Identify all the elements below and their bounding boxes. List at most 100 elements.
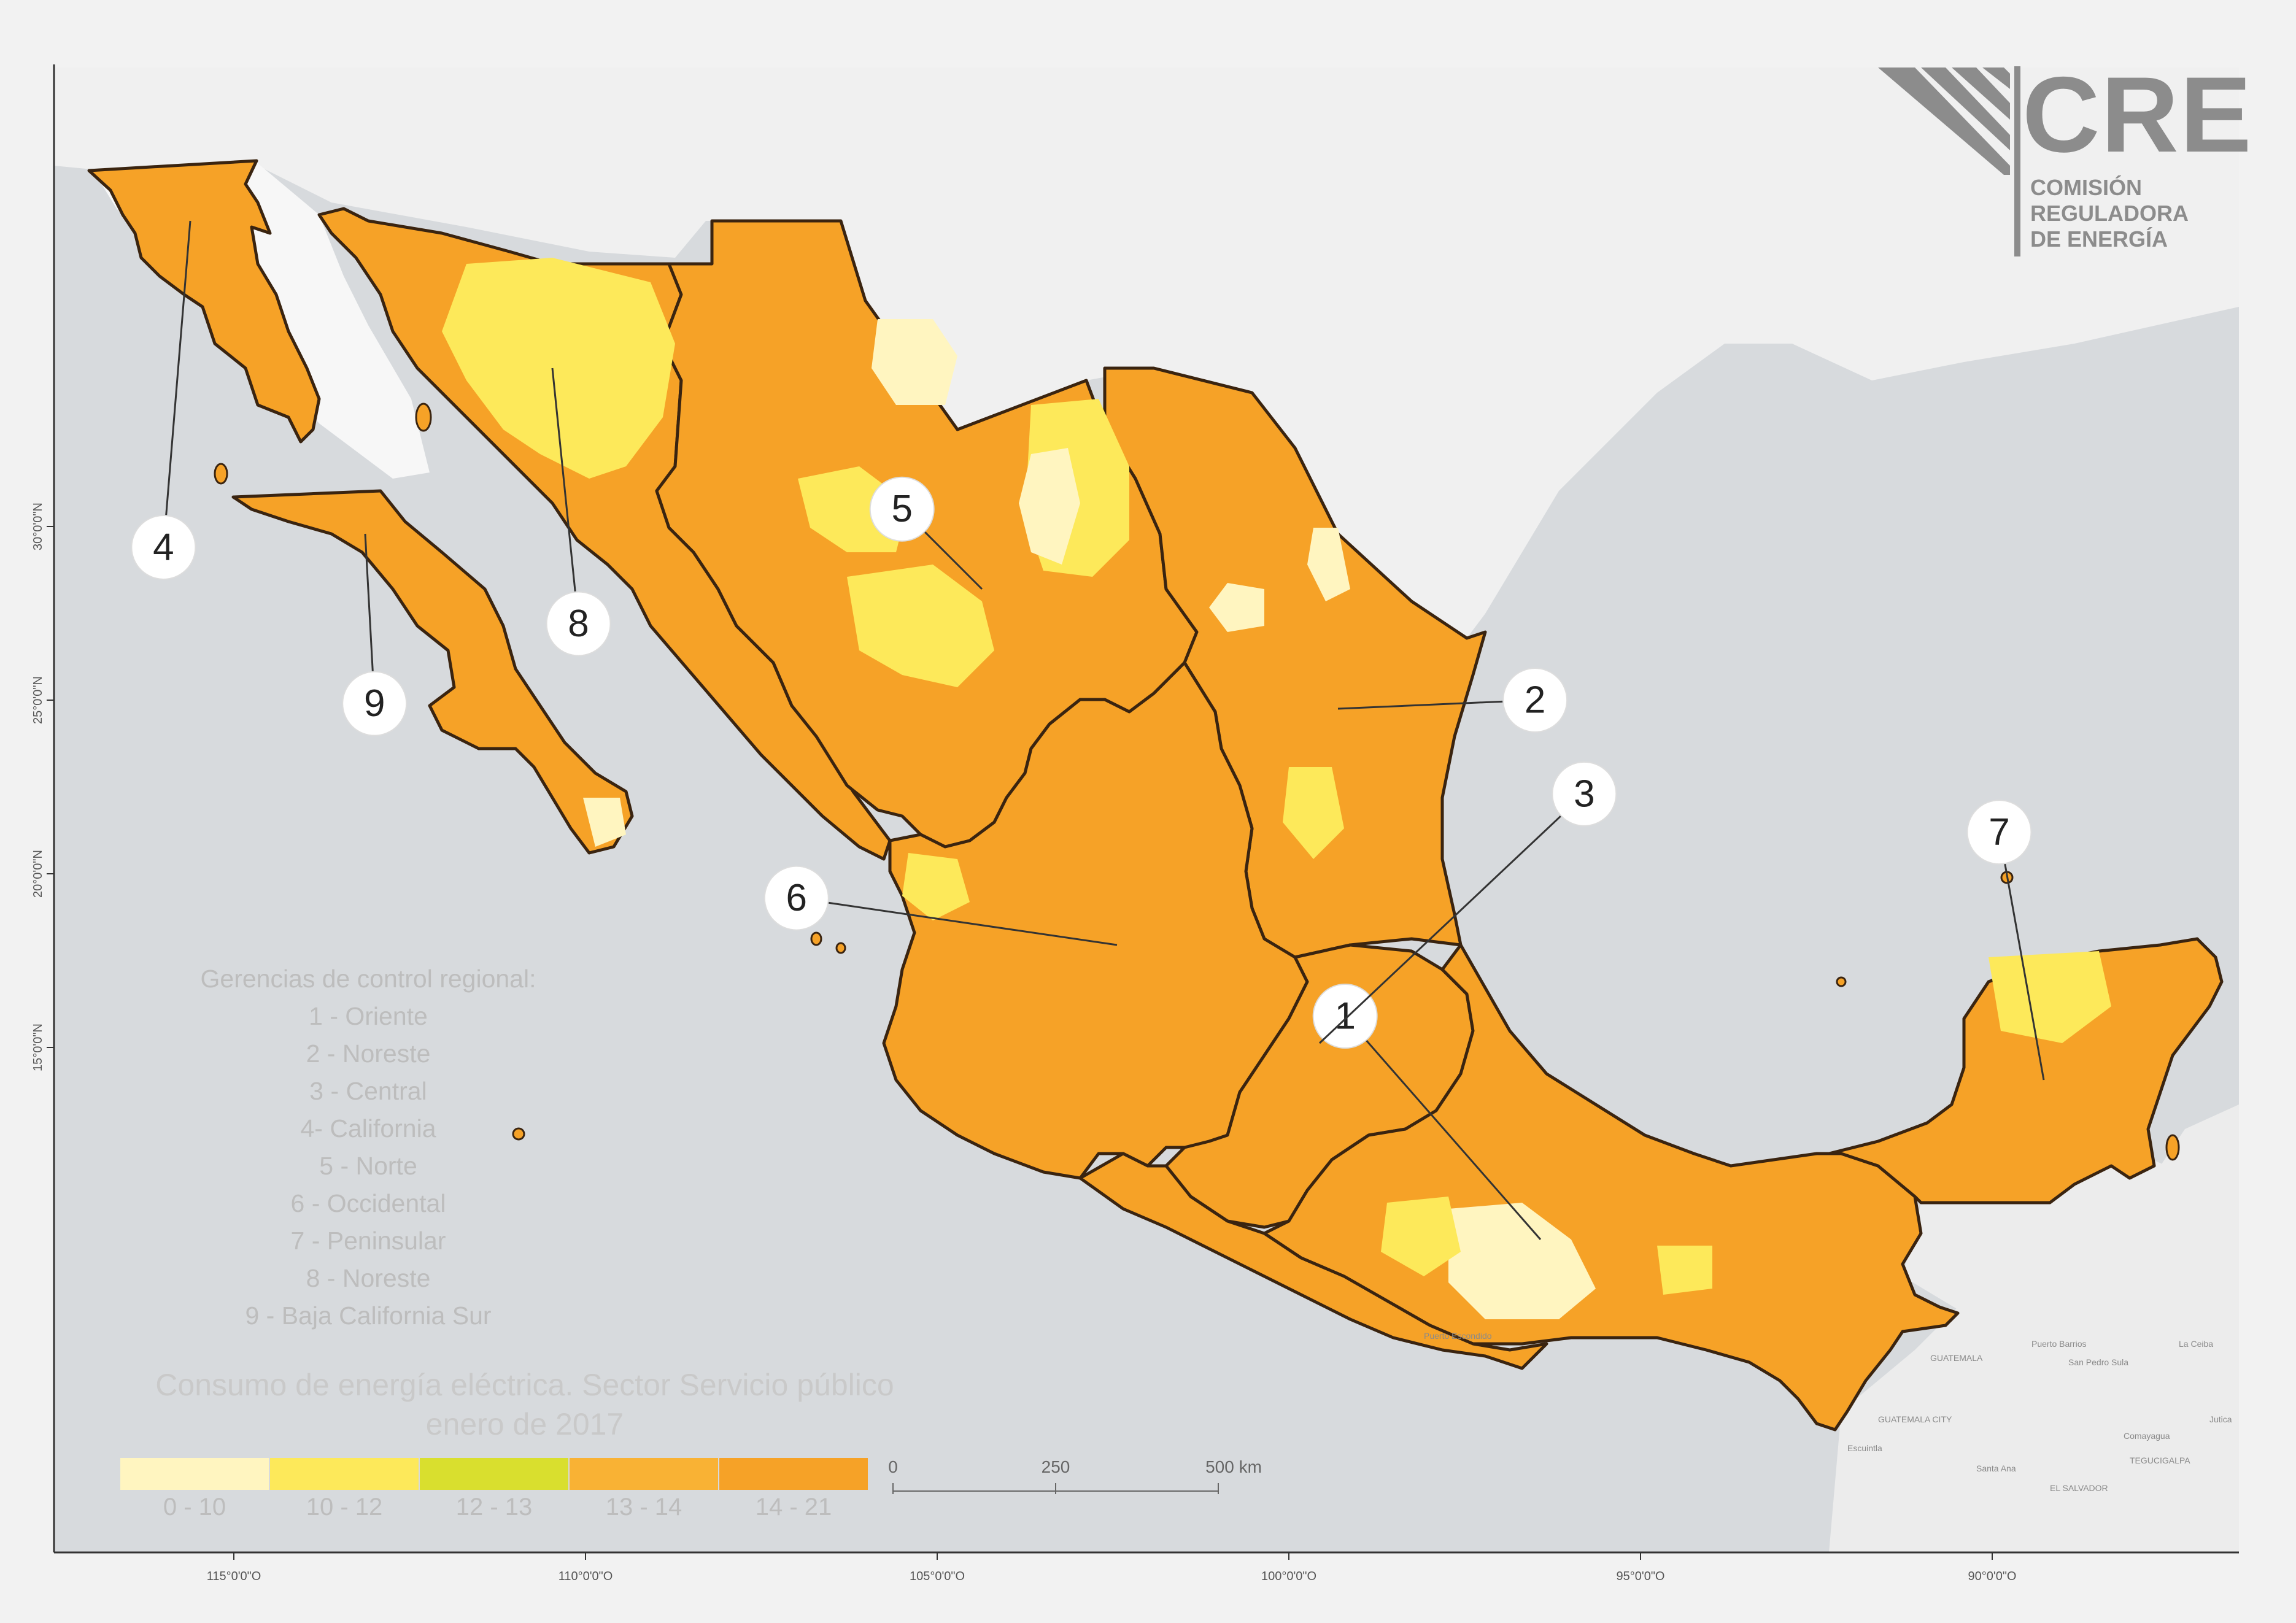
place-label: Santa Ana: [1976, 1463, 2016, 1473]
legend-swatch: [719, 1458, 868, 1490]
longitude-ticks: 115°0'0"O 110°0'0"O 105°0'0"O 100°0'0"O 95°0…: [207, 1552, 2017, 1583]
legend-class-label: 10 - 12: [306, 1494, 383, 1521]
zone-marker-number: 6: [786, 877, 807, 919]
patch-light: [1989, 951, 2111, 1043]
zone-marker-number: 3: [1574, 773, 1594, 815]
place-label: Jutica: [2209, 1414, 2232, 1424]
zone-leader-line: [1344, 1016, 1542, 1240]
region-1-oriente: [1262, 943, 1960, 1432]
legend-class-label: 14 - 21: [755, 1494, 832, 1521]
legend-swatch: [420, 1458, 568, 1490]
place-label: La Ceiba: [2179, 1339, 2213, 1349]
patch-pale: [1209, 583, 1264, 632]
islands: [214, 403, 2180, 1161]
legend-class-label: 0 - 10: [163, 1494, 226, 1521]
zone-marker-circle: [869, 476, 935, 542]
mexico-regions: [87, 159, 2224, 1432]
patch-light: [847, 565, 994, 687]
scale-bar-line: [892, 1483, 1219, 1494]
zone-marker-circle: [1502, 668, 1568, 733]
zone-list-item: 1 - Oriente: [309, 1002, 428, 1030]
belize-land: [1903, 1141, 2167, 1313]
longitude-tick-label: 110°0'0"O: [559, 1570, 613, 1583]
zone-markers: 1 2 3 4 5 6 7 8 9: [131, 220, 2045, 1240]
legend-class-label: 12 - 13: [455, 1494, 533, 1521]
zone-list-heading: Gerencias de control regional:: [200, 965, 536, 993]
patch-pale: [872, 319, 957, 405]
legend-swatch: [120, 1458, 269, 1490]
zone-marker-number: 2: [1525, 679, 1545, 722]
longitude-tick-label: 100°0'0"O: [1261, 1570, 1316, 1583]
patch-pale: [1307, 528, 1350, 601]
patch-pale: [1448, 1203, 1596, 1319]
latitude-ticks: 30°0'0"N 25°0'0"N 20°0'0"N 15°0'0"N: [31, 503, 54, 1071]
legend-class: 10 - 12: [270, 1458, 419, 1521]
zone-marker-circle: [763, 865, 829, 931]
legend-title: Consumo de energía eléctrica. Sector Ser…: [92, 1365, 957, 1444]
zone-marker-number: 9: [364, 682, 385, 725]
zone-list-item: 4- California: [300, 1114, 436, 1143]
zone-marker-number: 7: [1989, 811, 2009, 854]
usa-land: [54, 67, 2239, 638]
zone-leader-line: [162, 220, 191, 548]
logo-org-name: COMISIÓN REGULADORA DE ENERGÍA: [2030, 175, 2189, 252]
zone-marker-circle: [131, 514, 196, 580]
zone-list-item: 5 - Norte: [319, 1152, 417, 1180]
legend-class: 14 - 21: [719, 1458, 868, 1521]
latitude-tick-label: 25°0'0"N: [31, 676, 45, 724]
zone-marker-number: 1: [1334, 995, 1355, 1038]
longitude-tick-label: 90°0'0"O: [1968, 1570, 2017, 1583]
place-labels: GUATEMALA GUATEMALA CITY EL SALVADOR TEG…: [1424, 1331, 2232, 1493]
latitude-tick-label: 30°0'0"N: [31, 503, 45, 550]
legend-swatch: [570, 1458, 718, 1490]
latitude-tick-label: 20°0'0"N: [31, 850, 45, 898]
longitude-tick-label: 115°0'0"O: [207, 1570, 261, 1583]
place-label: Puerto Barrios: [2031, 1339, 2086, 1349]
region-4-california: [87, 159, 321, 444]
zone-leader-line: [1318, 793, 1585, 1044]
scale-bar: 0 250 500 km: [888, 1457, 1262, 1506]
zone-marker-number: 5: [891, 488, 912, 530]
zone-leader-line: [551, 368, 580, 624]
legend-class: 13 - 14: [570, 1458, 718, 1521]
consumption-patches: [442, 258, 2111, 1319]
scale-label: 500 km: [1205, 1457, 1262, 1476]
place-label: GUATEMALA: [1930, 1353, 1983, 1363]
zone-list-item: 6 - Occidental: [290, 1189, 446, 1217]
zone-list-item: 8 - Noreste: [306, 1264, 431, 1292]
logo-divider: [2014, 66, 2020, 256]
zone-list-item: 7 - Peninsular: [290, 1227, 446, 1255]
region-southwest-coast: [1078, 1152, 1548, 1370]
region-9-baja-california-sur: [231, 489, 634, 855]
legend-class: 12 - 13: [420, 1458, 568, 1521]
patch-light: [1283, 767, 1344, 859]
latitude-tick-label: 15°0'0"N: [31, 1024, 45, 1071]
place-label: Puerto Escondido: [1424, 1331, 1492, 1341]
patch-light: [1381, 1197, 1461, 1276]
zone-list-item: 3 - Central: [309, 1077, 427, 1105]
longitude-tick-label: 105°0'0"O: [910, 1570, 965, 1583]
zone-leader-line: [796, 897, 1118, 946]
place-label: Escuintla: [1847, 1443, 1882, 1453]
legend-title-line1: Consumo de energía eléctrica. Sector Ser…: [155, 1368, 894, 1402]
patch-light: [1657, 1246, 1712, 1295]
place-label: TEGUCIGALPA: [2130, 1455, 2190, 1465]
scale-label: 250: [1041, 1457, 1070, 1476]
zone-marker-circle: [1312, 984, 1378, 1049]
zone-list-item: 2 - Noreste: [306, 1039, 431, 1068]
region-7-peninsular: [1827, 937, 2224, 1205]
zone-list-item: 9 - Baja California Sur: [245, 1301, 492, 1330]
legend-title-line2: enero de 2017: [425, 1407, 624, 1441]
zone-list: Gerencias de control regional: 1 - Orien…: [135, 960, 601, 1335]
cre-emblem-icon: [1878, 67, 2010, 175]
zone-leader-line: [1998, 831, 2045, 1081]
legend-class-label: 13 - 14: [605, 1494, 682, 1521]
legend-swatch: [270, 1458, 419, 1490]
zone-marker-number: 4: [153, 526, 174, 568]
legend-classes: 0 - 10 10 - 12 12 - 13 13 - 14 14 - 21: [120, 1458, 869, 1521]
scale-label: 0: [888, 1457, 898, 1476]
zone-marker-circle: [546, 591, 611, 657]
zone-marker-circle: [1552, 761, 1617, 827]
